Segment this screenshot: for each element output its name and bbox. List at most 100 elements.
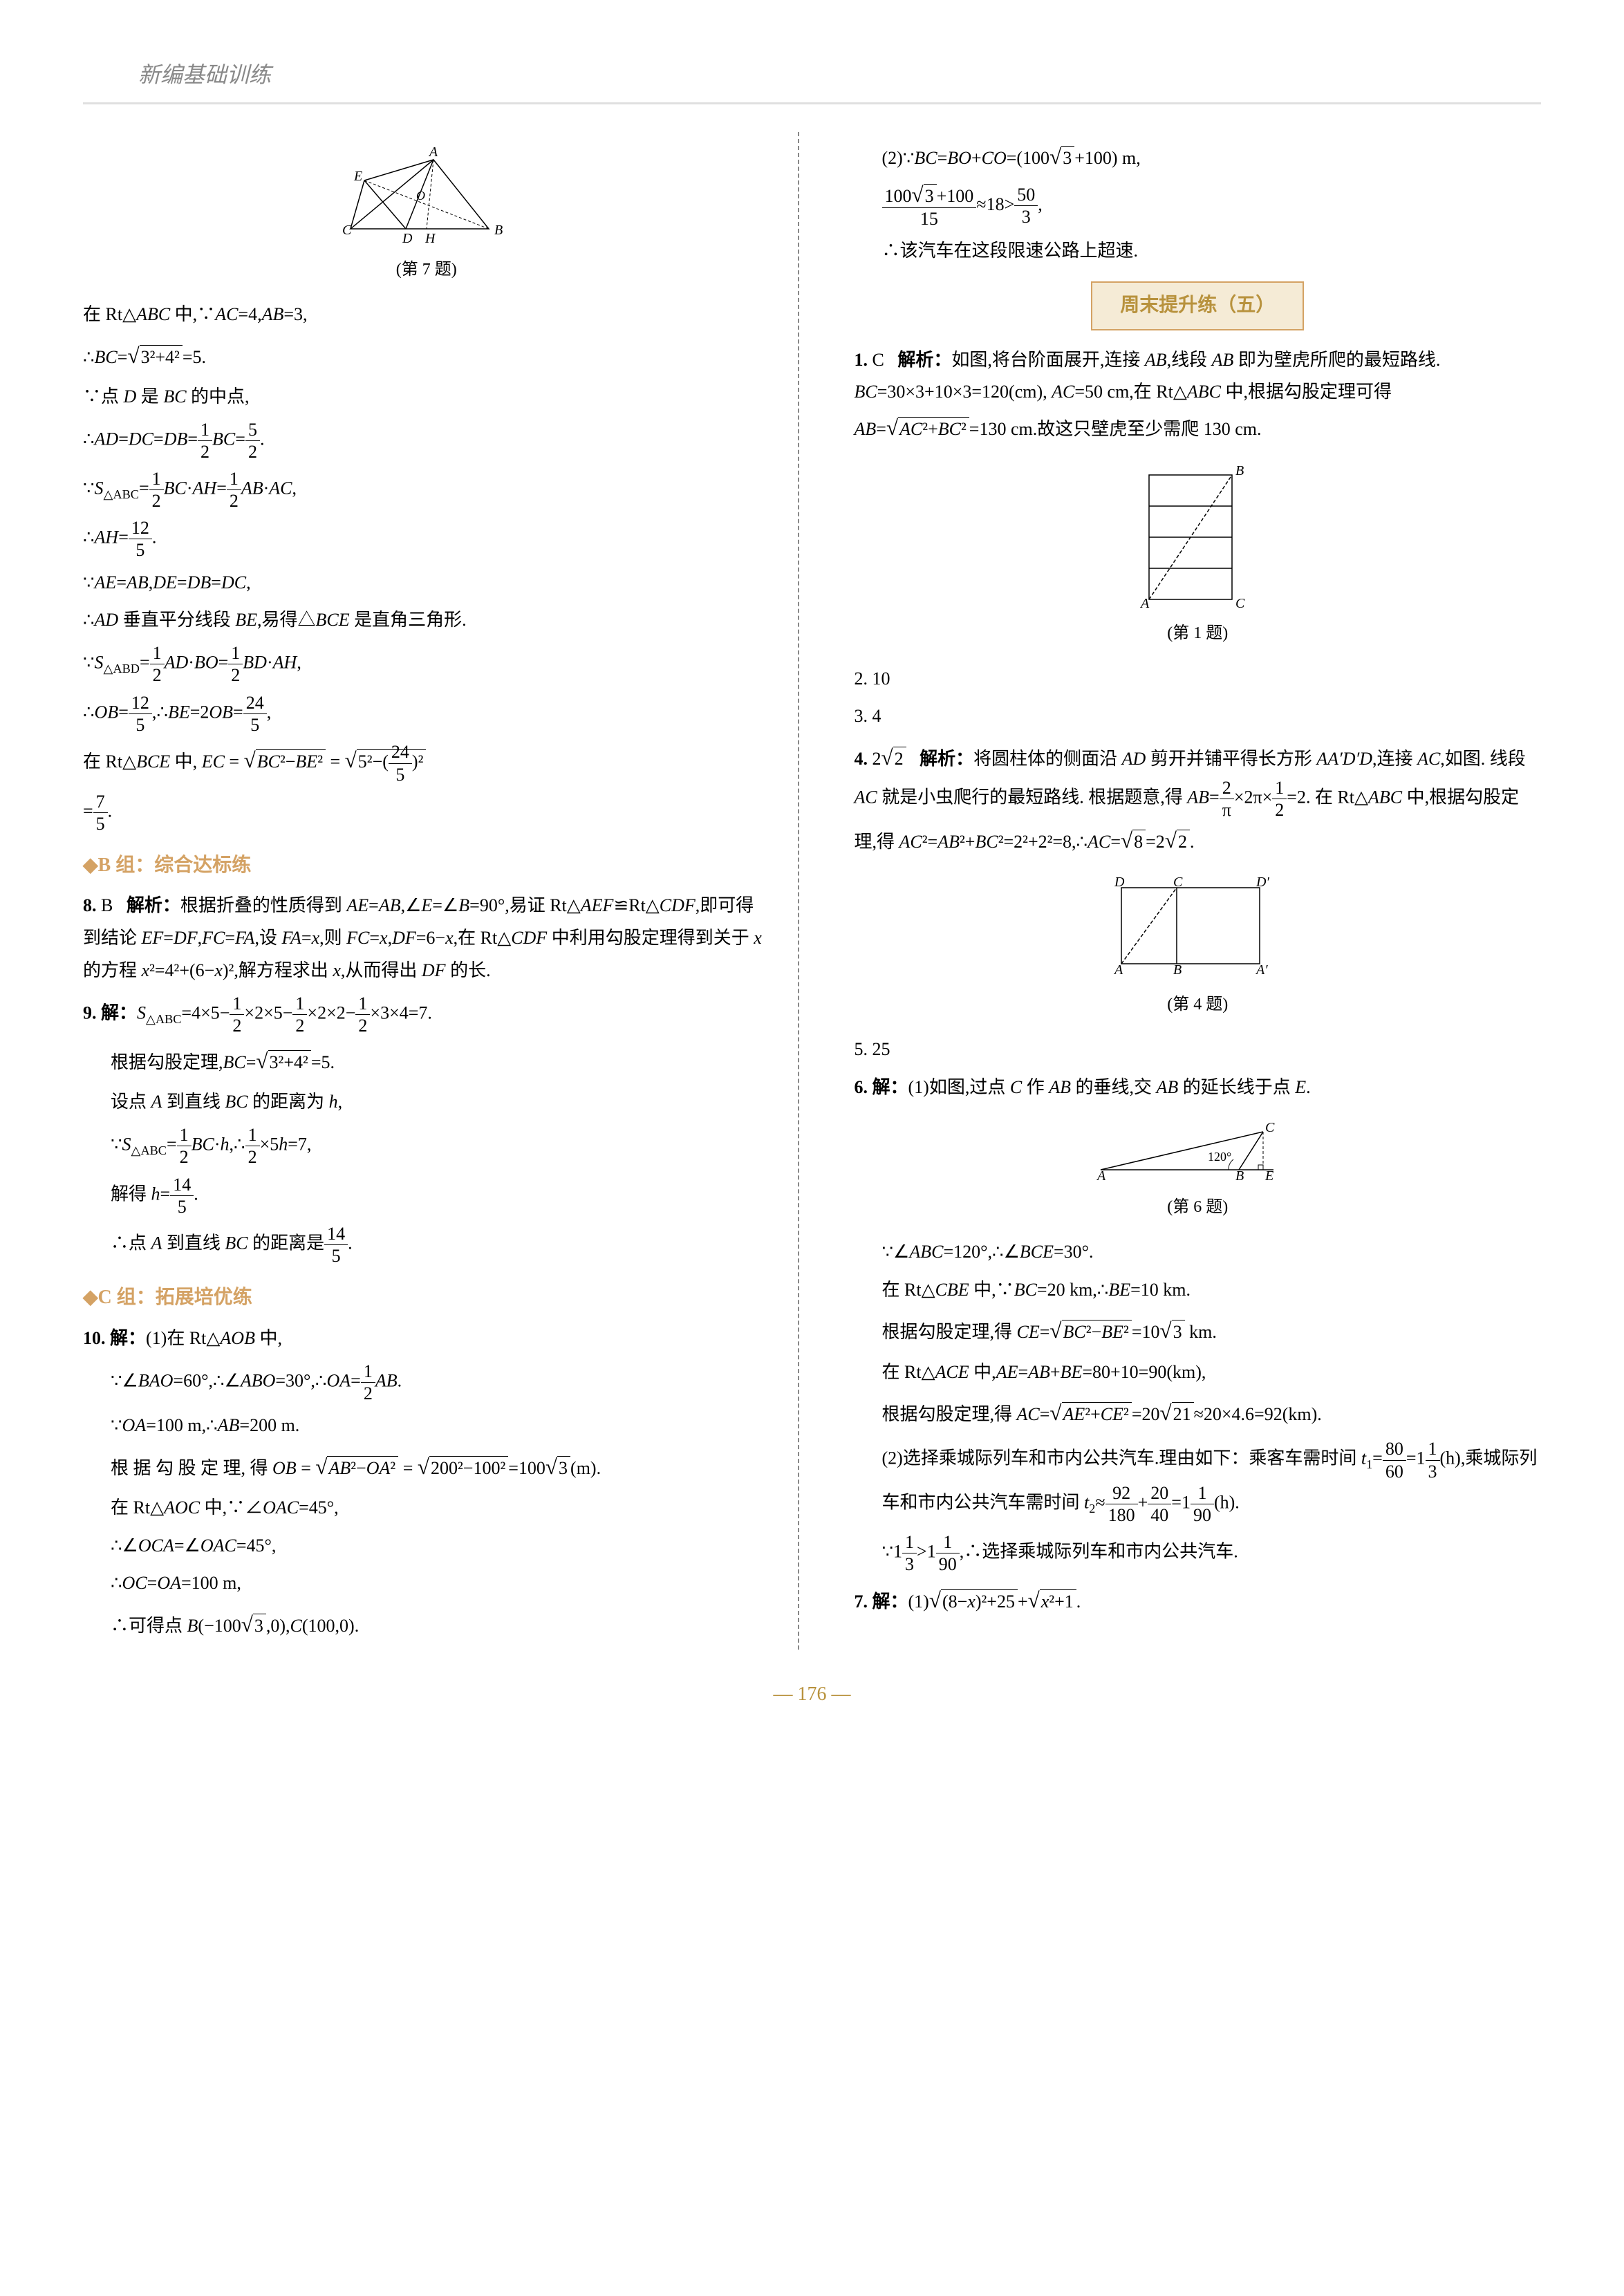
figure-7-svg: A B C D H E O bbox=[337, 146, 516, 250]
section-b-header: ◆B 组：综合达标练 bbox=[83, 848, 770, 883]
p9-l0: 9. 解：S△ABC=4×5−12×2×5−12×2×2−12×3×4=7. bbox=[83, 993, 770, 1036]
p7-l0: 在 Rt△ABC 中,∵AC=4,AB=3, bbox=[83, 299, 770, 331]
p6-l1: ∵∠ABC=120°,∴∠BCE=30°. bbox=[855, 1236, 1542, 1269]
svg-text:C: C bbox=[342, 223, 352, 238]
page-content: A B C D H E O (第 7 题) 在 Rt△ABC 中,∵AC=4,A… bbox=[83, 132, 1541, 1650]
p9-label: 解： bbox=[101, 1003, 137, 1023]
p6-l0: 6. 解：(1)如图,过点 C 作 AB 的垂线,交 AB 的延长线于点 E. bbox=[855, 1072, 1542, 1104]
p8: 8. B 解析：根据折叠的性质得到 AE=AB,∠E=∠B=90°,易证 Rt△… bbox=[83, 890, 770, 987]
p8-num: 8. bbox=[83, 895, 97, 915]
svg-text:A′: A′ bbox=[1255, 962, 1268, 978]
figure-1: A C B (第 1 题) bbox=[855, 461, 1542, 648]
svg-text:E: E bbox=[1264, 1168, 1273, 1184]
p10-l0: 10. 解：(1)在 Rt△AOB 中, bbox=[83, 1323, 770, 1355]
p9-l1: 根据勾股定理,BC=√3²+4²=5. bbox=[83, 1042, 770, 1081]
p7-l5: ∴AH=125. bbox=[83, 517, 770, 561]
p7r-label: 解： bbox=[872, 1592, 908, 1612]
p8-label: 解析： bbox=[127, 895, 180, 915]
p3: 3. 4 bbox=[855, 700, 1542, 733]
p5: 5. 25 bbox=[855, 1034, 1542, 1066]
p4-num: 4. bbox=[855, 749, 868, 769]
p7-l3: ∴AD=DC=DB=12BC=52. bbox=[83, 419, 770, 463]
svg-text:120°: 120° bbox=[1208, 1150, 1231, 1164]
p7-l11: =75. bbox=[83, 791, 770, 834]
figure-6-svg: A B E C 120° bbox=[1094, 1118, 1301, 1187]
p7r: 7. 解：(1)√(8−x)²+25+√x²+1. bbox=[855, 1581, 1542, 1620]
p10-l5: ∴∠OCA=∠OAC=45°, bbox=[83, 1530, 770, 1562]
p7-l1: ∴BC=√3²+4²=5. bbox=[83, 337, 770, 375]
p7-l4: ∵S△ABC=12BC·AH=12AB·AC, bbox=[83, 468, 770, 512]
section-c-title: C 组：拓展培优练 bbox=[98, 1287, 252, 1308]
p10c-l0: (2)∵BC=BO+CO=(100√3+100) m, bbox=[855, 138, 1542, 176]
book-header: 新编基础训练 bbox=[83, 55, 1541, 104]
svg-text:C: C bbox=[1173, 875, 1183, 890]
svg-text:A: A bbox=[1096, 1168, 1106, 1184]
p10-label: 解： bbox=[110, 1328, 146, 1348]
svg-text:D: D bbox=[1114, 875, 1125, 890]
figure-7-caption: (第 7 题) bbox=[83, 255, 770, 285]
p10-l6: ∴OC=OA=100 m, bbox=[83, 1567, 770, 1600]
p1-label: 解析： bbox=[897, 350, 951, 370]
figure-6-caption: (第 6 题) bbox=[855, 1193, 1542, 1222]
p6-num: 6. bbox=[855, 1077, 868, 1097]
p8-answer: B bbox=[101, 895, 113, 915]
figure-1-caption: (第 1 题) bbox=[855, 619, 1542, 648]
svg-text:A: A bbox=[1139, 596, 1150, 611]
p7-l9: ∴OB=125,∴BE=2OB=245, bbox=[83, 692, 770, 736]
p1-num: 1. bbox=[855, 350, 868, 370]
p6-l3: 根据勾股定理,得 CE=√BC²−BE²=10√3 km. bbox=[855, 1312, 1542, 1350]
p2: 2. 10 bbox=[855, 663, 1542, 696]
p9-num: 9. bbox=[83, 1003, 97, 1023]
section-b-title: B 组：综合达标练 bbox=[98, 855, 252, 876]
p10-l1: ∵∠BAO=60°,∴∠ABO=30°,∴OA=12AB. bbox=[83, 1361, 770, 1404]
p6-l5: 根据勾股定理,得 AC=√AE²+CE²=20√21≈20×4.6=92(km)… bbox=[855, 1394, 1542, 1432]
figure-1-svg: A C B bbox=[1135, 461, 1260, 613]
svg-text:B: B bbox=[494, 223, 503, 238]
svg-text:A: A bbox=[428, 146, 438, 160]
p10-l3: 根 据 勾 股 定 理, 得 OB = √AB²−OA² = √200²−100… bbox=[83, 1448, 770, 1486]
right-column: (2)∵BC=BO+CO=(100√3+100) m, 100√3+10015≈… bbox=[841, 132, 1542, 1650]
p9-l3: ∵S△ABC=12BC·h,∴12×5h=7, bbox=[83, 1124, 770, 1168]
page-number-value: 176 bbox=[774, 1683, 851, 1705]
p10-l2: ∵OA=100 m,∴AB=200 m. bbox=[83, 1410, 770, 1442]
p7-l2: ∵点 D 是 BC 的中点, bbox=[83, 381, 770, 413]
p4-label: 解析： bbox=[920, 749, 973, 769]
svg-text:H: H bbox=[424, 231, 436, 246]
svg-text:B: B bbox=[1235, 463, 1244, 478]
svg-text:D′: D′ bbox=[1256, 875, 1269, 890]
svg-text:B: B bbox=[1173, 962, 1182, 978]
p7r-num: 7. bbox=[855, 1592, 868, 1612]
figure-4-svg: A B A′ D C D′ bbox=[1108, 874, 1287, 984]
p10c-l2: ∴该汽车在这段限速公路上超速. bbox=[855, 235, 1542, 268]
p1-answer: C bbox=[872, 350, 884, 370]
svg-text:C: C bbox=[1235, 596, 1245, 611]
section-c-header: ◆C 组：拓展培优练 bbox=[83, 1280, 770, 1315]
figure-6: A B E C 120° (第 6 题) bbox=[855, 1118, 1542, 1222]
p9-l4: 解得 h=145. bbox=[83, 1174, 770, 1217]
svg-text:A: A bbox=[1113, 962, 1123, 978]
p6-l2: 在 Rt△CBE 中,∵BC=20 km,∴BE=10 km. bbox=[855, 1274, 1542, 1307]
page-number: 176 bbox=[83, 1677, 1541, 1712]
svg-text:B: B bbox=[1235, 1168, 1244, 1184]
svg-text:E: E bbox=[353, 169, 362, 184]
p10-l7: ∴可得点 B(−100√3,0),C(100,0). bbox=[83, 1605, 770, 1644]
p4: 4. 2√2 解析：将圆柱体的侧面沿 AD 剪开并铺平得长方形 AA′D′D,连… bbox=[855, 738, 1542, 860]
p1: 1. C 解析：如图,将台阶面展开,连接 AB,线段 AB 即为壁虎所爬的最短路… bbox=[855, 344, 1542, 448]
p6-l6: (2)选择乘城际列车和市内公共汽车.理由如下：乘客车需时间 t1=8060=11… bbox=[855, 1438, 1542, 1526]
p10c-l1: 100√3+10015≈18>503, bbox=[855, 182, 1542, 230]
svg-text:C: C bbox=[1265, 1120, 1275, 1135]
p6-l7: ∵113>1190,∴选择乘城际列车和市内公共汽车. bbox=[855, 1531, 1542, 1575]
svg-text:O: O bbox=[416, 189, 425, 203]
weekly-banner-text: 周末提升练（五） bbox=[1091, 281, 1304, 330]
svg-text:D: D bbox=[402, 231, 413, 246]
p7-l7: ∴AD 垂直平分线段 BE,易得△BCE 是直角三角形. bbox=[83, 604, 770, 637]
p6-l4: 在 Rt△ACE 中,AE=AB+BE=80+10=90(km), bbox=[855, 1356, 1542, 1389]
figure-7: A B C D H E O (第 7 题) bbox=[83, 146, 770, 285]
p7-l8: ∵S△ABD=12AD·BO=12BD·AH, bbox=[83, 642, 770, 686]
figure-4: A B A′ D C D′ (第 4 题) bbox=[855, 874, 1542, 1020]
figure-4-caption: (第 4 题) bbox=[855, 990, 1542, 1020]
p9-l5: ∴点 A 到直线 BC 的距离是145. bbox=[83, 1223, 770, 1267]
left-column: A B C D H E O (第 7 题) 在 Rt△ABC 中,∵AC=4,A… bbox=[83, 132, 799, 1650]
p6-label: 解： bbox=[872, 1077, 908, 1097]
p10-l4: 在 Rt△AOC 中,∵∠OAC=45°, bbox=[83, 1492, 770, 1524]
